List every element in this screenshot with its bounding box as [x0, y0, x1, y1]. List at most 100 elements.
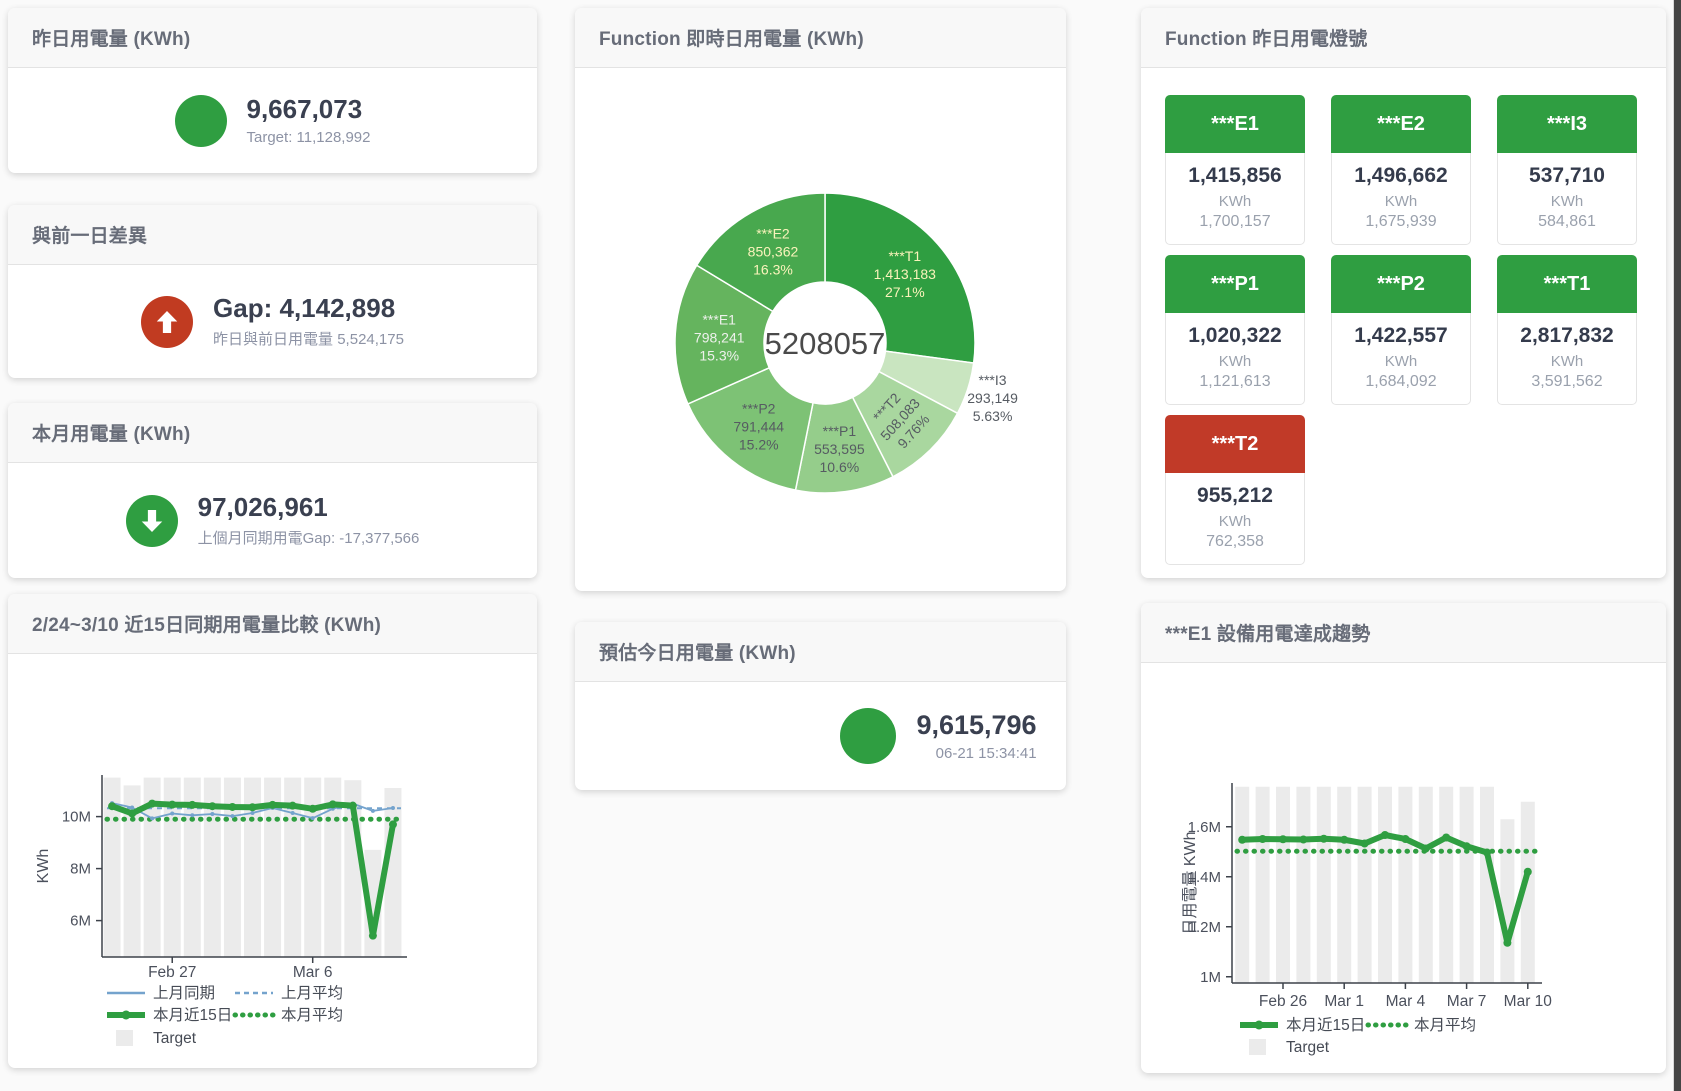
tile-status-header: ***T1 [1497, 255, 1637, 313]
tile-value: 2,817,832 [1520, 324, 1614, 347]
svg-text:5208057: 5208057 [765, 326, 886, 361]
panel-title: 預估今日用電量 (KWh) [599, 643, 796, 664]
tile-unit: KWh [1218, 193, 1252, 210]
tile-target-value: 1,700,157 [1199, 213, 1271, 230]
status-circle-icon [840, 708, 897, 764]
panel-header: ***E1 設備用電達成趨勢 [1141, 603, 1666, 663]
tile-value: 1,422,557 [1354, 324, 1448, 347]
tile-status-header: ***I3 [1497, 95, 1637, 153]
panel-month-usage: 本月用電量 (KWh) 97,026,961 上個月同期用電Gap: -17,3… [8, 403, 537, 578]
stat-body: 9,667,073 Target: 11,128,992 [8, 68, 537, 173]
svg-text:上月平均: 上月平均 [281, 984, 343, 1002]
svg-text:本月近15日: 本月近15日 [153, 1006, 232, 1024]
tile-body: 955,212 KWh 762,358 [1165, 473, 1305, 565]
status-circle-icon [174, 94, 227, 147]
stat-text: 9,615,796 06-21 15:34:41 [916, 710, 1036, 762]
panel-e1-trend-chart: ***E1 設備用電達成趨勢 1M 1.2M 1.4M 1.6M Feb 26 Mar 1… [1141, 603, 1666, 1073]
tile-status-header: ***P2 [1331, 255, 1471, 313]
tile-body: 2,817,832 KWh 3,591,562 [1497, 313, 1637, 405]
status-tile: ***P1 1,020,322 KWh 1,121,613 [1165, 255, 1305, 405]
scrollbar[interactable] [1673, 0, 1681, 1091]
chart-body: 6M 8M 10M Feb 27 Mar 6 KWh 上月同期 上月平均 本月近15日 本月平均 T… [8, 654, 537, 1068]
svg-text:1.4M: 1.4M [1188, 869, 1221, 886]
tile-target-value: 3,591,562 [1531, 373, 1603, 390]
svg-text:本月平均: 本月平均 [1414, 1016, 1476, 1034]
panel-yesterday-usage: 昨日用電量 (KWh) 9,667,073 Target: 11,128,992 [8, 8, 537, 173]
arrow-down-icon [141, 509, 162, 532]
svg-text:Mar 1: Mar 1 [1324, 993, 1364, 1010]
tile-value: 1,020,322 [1188, 324, 1282, 347]
tile-body: 1,415,856 KWh 1,700,157 [1165, 153, 1305, 245]
panel-header: Function 即時日用電量 (KWh) [575, 8, 1066, 68]
panel-estimate-today: 預估今日用電量 (KWh) 9,615,796 06-21 15:34:41 [575, 622, 1066, 790]
stat-subtext: Target: 11,128,992 [246, 128, 371, 146]
svg-text:Feb 26: Feb 26 [1259, 993, 1307, 1010]
arrow-up-circle-icon [141, 295, 194, 348]
stat-subtext: 昨日與前日用電量 5,524,175 [213, 330, 404, 348]
stat-body: 9,615,796 06-21 15:34:41 [693, 682, 1184, 790]
panel-title: 2/24~3/10 近15日同期用電量比較 (KWh) [32, 615, 382, 636]
tile-value: 955,212 [1197, 484, 1273, 507]
panel-title: Function 即時日用電量 (KWh) [599, 29, 864, 50]
svg-text:日用電量 KWh: 日用電量 KWh [1182, 831, 1199, 934]
status-tile: ***E2 1,496,662 KWh 1,675,939 [1331, 95, 1471, 245]
tile-unit: KWh [1218, 353, 1252, 370]
status-tiles-grid: ***E1 1,415,856 KWh 1,700,157 ***E2 1,496,662… [1141, 68, 1666, 565]
stat-text: 9,667,073 Target: 11,128,992 [246, 94, 371, 146]
stat-value: 97,026,961 [197, 492, 328, 523]
svg-text:1M: 1M [1200, 969, 1221, 986]
svg-text:本月近15日: 本月近15日 [1286, 1016, 1365, 1034]
svg-text:Target: Target [1286, 1039, 1330, 1056]
chart-body: 1M 1.2M 1.4M 1.6M Feb 26 Mar 1 Mar 4 Mar 7 Mar 1… [1141, 663, 1666, 1073]
arrow-up-icon [156, 310, 178, 333]
svg-text:Target: Target [153, 1030, 197, 1047]
trend-line-chart: 1M 1.2M 1.4M 1.6M Feb 26 Mar 1 Mar 4 Mar 7 Mar 1… [1182, 783, 1553, 1056]
svg-text:上月同期: 上月同期 [153, 984, 215, 1002]
chart-body: ***T1 1,413,183 27.1% ***I3 293,149 5.63% ***T… [575, 68, 1066, 591]
tile-unit: KWh [1218, 513, 1252, 530]
stat-value: 9,667,073 [246, 94, 363, 125]
panel-status-lights: Function 昨日用電燈號 ***E1 1,415,856 KWh 1,700,1… [1141, 8, 1666, 578]
tile-target-value: 762,358 [1206, 533, 1264, 550]
stat-text: Gap: 4,142,898 昨日與前日用電量 5,524,175 [213, 293, 404, 349]
status-tile: ***T2 955,212 KWh 762,358 [1165, 415, 1305, 565]
tile-body: 1,496,662 KWh 1,675,939 [1331, 153, 1471, 245]
tile-unit: KWh [1384, 353, 1418, 370]
panel-header: 2/24~3/10 近15日同期用電量比較 (KWh) [8, 594, 537, 654]
tile-unit: KWh [1384, 193, 1418, 210]
status-tile: ***P2 1,422,557 KWh 1,684,092 [1331, 255, 1471, 405]
panel-day-gap: 與前一日差異 Gap: 4,142,898 昨日與前日用電量 5,524,175 [8, 205, 537, 378]
donut-chart: ***T1 1,413,183 27.1%***I3 293,149 5.63%***T… [674, 192, 1018, 494]
stat-subtext: 上個月同期用電Gap: -17,377,566 [197, 529, 420, 547]
svg-text:Mar 10: Mar 10 [1504, 993, 1553, 1010]
tile-value: 537,710 [1529, 164, 1605, 187]
panel-header: 與前一日差異 [8, 205, 537, 265]
tile-target-value: 1,121,613 [1199, 373, 1271, 390]
svg-text:10M: 10M [62, 809, 91, 826]
svg-text:Feb 27: Feb 27 [148, 964, 196, 981]
panel-realtime-donut: Function 即時日用電量 (KWh) ***T1 1,413,183 27.1… [575, 8, 1066, 591]
svg-text:Mar 4: Mar 4 [1386, 993, 1426, 1010]
svg-text:1.2M: 1.2M [1188, 919, 1221, 936]
panel-title: 與前一日差異 [32, 226, 148, 247]
svg-text:1.6M: 1.6M [1188, 819, 1221, 836]
svg-text:KWh: KWh [35, 849, 52, 884]
stat-body: 97,026,961 上個月同期用電Gap: -17,377,566 [8, 463, 537, 578]
arrow-down-circle-icon [125, 494, 178, 547]
tile-target-value: 1,684,092 [1365, 373, 1437, 390]
tile-target-value: 1,675,939 [1365, 213, 1437, 230]
stat-body: Gap: 4,142,898 昨日與前日用電量 5,524,175 [8, 265, 537, 378]
panel-header: Function 昨日用電燈號 [1141, 8, 1666, 68]
tile-unit: KWh [1550, 353, 1584, 370]
svg-text:8M: 8M [70, 861, 91, 878]
stat-timestamp: 06-21 15:34:41 [935, 745, 1037, 763]
panel-header: 本月用電量 (KWh) [8, 403, 537, 463]
tile-target-value: 584,861 [1538, 213, 1596, 230]
